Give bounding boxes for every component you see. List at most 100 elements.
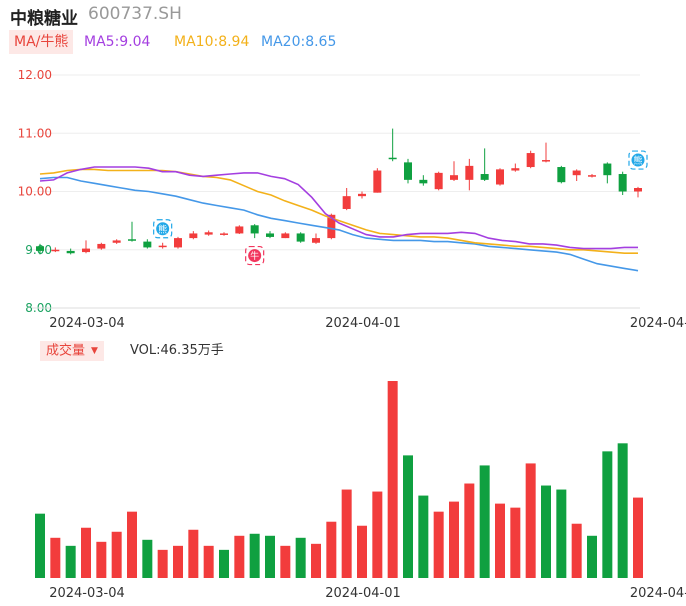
volume-bar <box>295 537 306 578</box>
stock-code: 600737.SH <box>88 4 182 24</box>
candle-body <box>235 226 244 234</box>
volume-bar <box>173 545 183 578</box>
candle-body <box>404 162 412 180</box>
volume-bar <box>81 527 91 578</box>
volume-bar <box>219 549 229 578</box>
volume-bar <box>464 483 475 578</box>
candle-body <box>327 214 336 239</box>
volume-bar <box>203 545 214 578</box>
volume-bar <box>249 533 260 578</box>
bear-marker-frame <box>628 150 648 170</box>
candle-body <box>112 240 121 243</box>
y-tick-label: 12.00 <box>18 68 52 82</box>
marker-label: 熊 <box>633 155 642 167</box>
marker-label: 熊 <box>158 223 167 235</box>
ma20-legend: MA20:8.65 <box>261 34 337 50</box>
candle-body <box>634 188 642 192</box>
volume-bar <box>142 539 153 578</box>
x-tick-label: 2024-03-04 <box>49 316 125 331</box>
volume-bar <box>449 501 459 578</box>
candle-body <box>450 175 458 180</box>
volume-indicator-selector[interactable]: 成交量 ▼ <box>40 341 104 361</box>
volume-x-tick-label: 2024-04-01 <box>325 586 401 601</box>
bull-marker-frame <box>245 245 265 266</box>
candle-body <box>36 246 44 251</box>
candle-body <box>281 233 290 239</box>
ma20-line <box>39 176 639 272</box>
volume-bar <box>633 497 643 578</box>
volume-bar <box>510 507 521 578</box>
candle-body <box>511 168 520 171</box>
volume-bar <box>418 495 429 578</box>
volume-bar <box>587 535 597 578</box>
volume-bar <box>525 463 536 578</box>
candle-body <box>434 172 443 190</box>
volume-bar <box>157 549 168 578</box>
volume-bar <box>403 455 413 578</box>
bear-marker-icon <box>631 153 645 167</box>
volume-bar <box>65 545 76 578</box>
candle-body <box>373 170 382 193</box>
candle-body <box>312 238 320 243</box>
volume-badge-label: 成交量 <box>46 343 86 359</box>
caret-down-icon: ▼ <box>91 346 98 356</box>
candle-body <box>588 175 596 177</box>
candle-body <box>174 238 182 248</box>
volume-bar <box>372 491 383 578</box>
candle-body <box>572 170 581 176</box>
volume-bar <box>111 531 122 578</box>
y-tick-label: 10.00 <box>18 185 52 199</box>
candle-body <box>97 243 106 249</box>
volume-bar <box>541 485 551 578</box>
volume-bar <box>280 545 291 578</box>
volume-bar <box>188 529 199 578</box>
volume-bar <box>326 521 337 578</box>
candle-body <box>557 167 566 183</box>
volume-bar <box>495 503 505 578</box>
x-tick-label: 2024-04-30 <box>630 316 686 331</box>
candle-body <box>358 193 366 197</box>
candle-body <box>250 225 259 234</box>
candle-body <box>419 179 428 184</box>
candle-body <box>204 232 213 235</box>
ma10-legend: MA10:8.94 <box>174 34 250 50</box>
candle-body <box>158 245 167 248</box>
candle-body <box>603 163 612 176</box>
volume-bar <box>387 381 398 578</box>
x-tick-label: 2024-04-01 <box>325 316 401 331</box>
volume-bar <box>96 541 107 578</box>
candle-body <box>66 250 75 254</box>
volume-bar <box>127 511 137 578</box>
candle-body <box>542 160 550 162</box>
candle-body <box>618 174 627 192</box>
candle-body <box>342 196 351 209</box>
volume-bar <box>35 513 45 578</box>
volume-x-tick-label: 2024-03-04 <box>49 586 125 601</box>
candle-body <box>266 233 274 237</box>
candle-body <box>526 153 535 168</box>
candle-body <box>143 241 152 248</box>
stock-name: 中粮糖业 <box>10 9 78 29</box>
candle-body <box>465 165 474 180</box>
volume-bar <box>556 489 567 578</box>
candle-body <box>388 157 397 160</box>
candle-body <box>220 233 228 235</box>
volume-bar <box>311 543 321 578</box>
volume-bar <box>617 443 628 578</box>
volume-bar <box>50 537 61 578</box>
candle-body <box>296 233 305 242</box>
volume-x-tick-label: 2024-04-30 <box>630 586 686 601</box>
volume-bar <box>265 535 275 578</box>
candle-body <box>189 233 198 239</box>
y-tick-label: 11.00 <box>18 126 52 140</box>
volume-bar <box>234 535 245 578</box>
volume-bar <box>602 451 613 578</box>
volume-bar <box>433 511 444 578</box>
volume-bar <box>571 523 582 578</box>
ma5-line <box>39 166 638 250</box>
volume-bar <box>341 489 352 578</box>
candle-body <box>51 249 60 252</box>
ma-indicator-selector[interactable]: MA/牛熊 <box>9 30 74 54</box>
bear-marker-frame <box>153 219 173 239</box>
